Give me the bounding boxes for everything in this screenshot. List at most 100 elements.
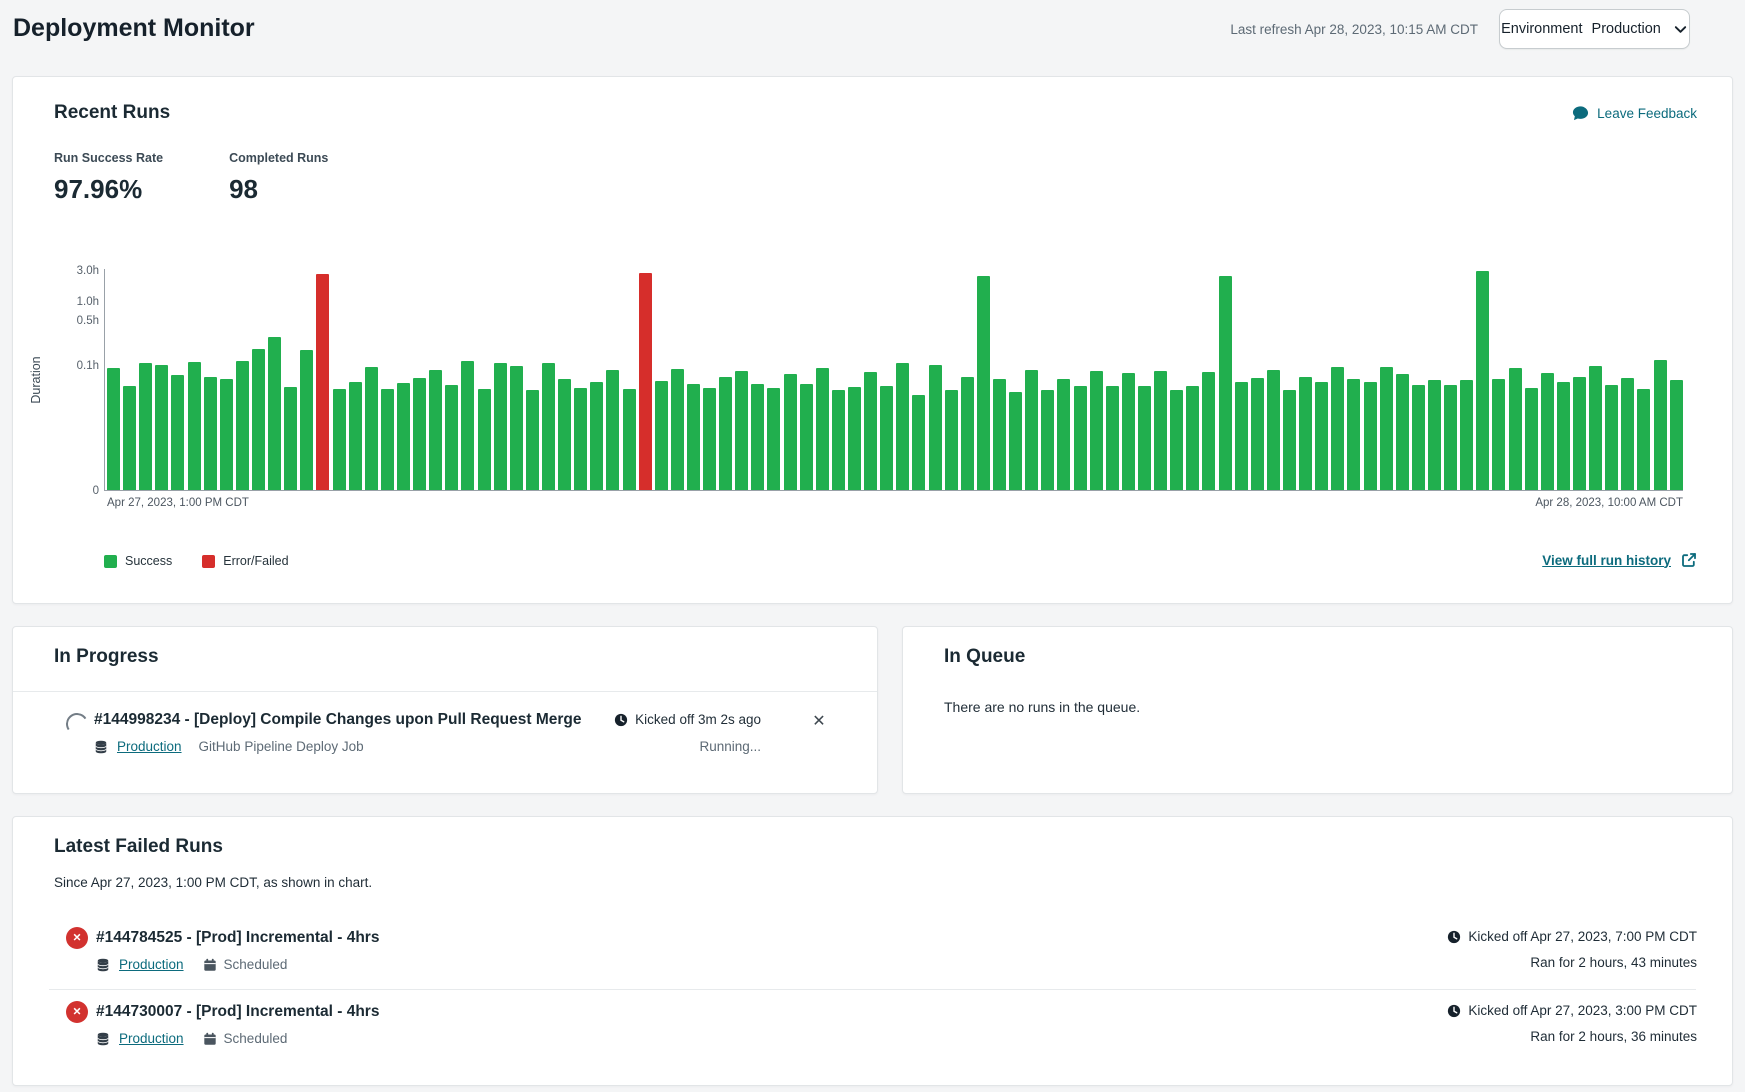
chart-bar (123, 386, 136, 490)
in-progress-run-name: #144998234 - [Deploy] Compile Changes up… (94, 711, 582, 729)
y-axis-label: Duration (29, 356, 43, 403)
chart-bar (1557, 382, 1570, 490)
chart-bar (816, 368, 829, 490)
chart-bar (1380, 367, 1393, 490)
environment-label: Environment (1501, 21, 1582, 37)
failed-x-icon: ✕ (66, 1001, 88, 1023)
chart-bar (365, 367, 378, 490)
environment-link[interactable]: Production (117, 739, 182, 754)
y-axis-tick: 0 (57, 485, 99, 497)
chart-bar (1621, 378, 1634, 490)
failed-runs-subtitle: Since Apr 27, 2023, 1:00 PM CDT, as show… (54, 875, 372, 890)
clock-icon (1447, 930, 1461, 944)
chart-bar (1541, 373, 1554, 490)
chart-bar (993, 379, 1006, 490)
chart-bar (1074, 386, 1087, 490)
chart-bar (526, 390, 539, 490)
chart-bar (1025, 370, 1038, 490)
spinner-icon (64, 711, 90, 737)
in-progress-card: In Progress #144998234 - [Deploy] Compil… (12, 626, 878, 794)
chart-bar (735, 371, 748, 490)
failed-x-icon: ✕ (66, 927, 88, 949)
leave-feedback-link[interactable]: Leave Feedback (1572, 105, 1697, 122)
chart-bar (1041, 390, 1054, 490)
recent-runs-card: Recent Runs Leave Feedback Run Success R… (12, 76, 1733, 604)
chart-bar (1364, 382, 1377, 490)
kicked-off-text: Kicked off Apr 27, 2023, 7:00 PM CDT (1468, 929, 1697, 944)
x-axis-end-label: Apr 28, 2023, 10:00 AM CDT (1535, 497, 1683, 509)
kicked-off-info: Kicked off Apr 27, 2023, 7:00 PM CDT (1447, 929, 1697, 944)
chart-bar (413, 378, 426, 490)
environment-selector[interactable]: Environment Production (1499, 9, 1690, 49)
failed-runs-title: Latest Failed Runs (54, 836, 223, 858)
run-stats: Run Success Rate 97.96% Completed Runs 9… (54, 151, 328, 205)
chart-bar (703, 388, 716, 490)
chart-bar (510, 366, 523, 490)
duration-chart: Duration Apr 27, 2023, 1:00 PM CDT Apr 2… (104, 269, 1683, 491)
chart-bar (687, 384, 700, 490)
y-axis-tick: 0.1h (57, 360, 99, 372)
chart-bar (1347, 379, 1360, 490)
chart-bar (252, 349, 265, 490)
chart-bar (445, 385, 458, 490)
chart-bar (139, 363, 152, 490)
chart-bar (1315, 382, 1328, 490)
chart-bar (1202, 372, 1215, 490)
environment-link[interactable]: Production (119, 957, 184, 972)
chart-bar (1637, 389, 1650, 490)
chart-bar (864, 372, 877, 490)
chart-bar (461, 361, 474, 490)
cancel-run-button[interactable]: ✕ (807, 709, 831, 733)
chart-bar (494, 363, 507, 490)
chart-bar (1460, 380, 1473, 490)
chart-bar (767, 388, 780, 490)
chart-bar (1573, 377, 1586, 490)
chevron-down-icon (1673, 22, 1688, 37)
chart-bar (1492, 379, 1505, 490)
recent-runs-title: Recent Runs (54, 102, 170, 124)
job-name: GitHub Pipeline Deploy Job (199, 739, 364, 754)
kicked-off-info: Kicked off 3m 2s ago (614, 712, 761, 727)
chart-legend: Success Error/Failed (104, 554, 289, 568)
run-status-text: Running... (699, 739, 761, 754)
trigger-type: Scheduled (224, 1031, 288, 1046)
calendar-icon (203, 958, 217, 972)
chart-bar (1235, 382, 1248, 490)
chart-bar (1283, 390, 1296, 490)
success-swatch-icon (104, 555, 117, 568)
chart-bar (1186, 386, 1199, 490)
chart-bar (1251, 378, 1264, 490)
kicked-off-text: Kicked off 3m 2s ago (635, 712, 761, 727)
chart-bar (155, 365, 168, 490)
trigger-type: Scheduled (224, 957, 288, 972)
legend-item-failed: Error/Failed (202, 554, 288, 568)
chart-bar (316, 274, 329, 490)
stat-label: Completed Runs (229, 151, 328, 165)
chart-bar (1106, 386, 1119, 490)
chart-bar (429, 370, 442, 490)
chart-bar (590, 382, 603, 490)
chart-bar (1589, 366, 1602, 490)
chart-bar (751, 384, 764, 490)
chart-bar (236, 361, 249, 490)
chart-bar (1412, 385, 1425, 490)
clock-icon (1447, 1004, 1461, 1018)
view-full-run-history-link[interactable]: View full run history (1542, 552, 1697, 568)
chart-bar (1138, 386, 1151, 490)
chart-bar (1219, 276, 1232, 490)
chart-bar (1444, 385, 1457, 490)
page-title: Deployment Monitor (13, 14, 255, 43)
chart-bar (542, 363, 555, 490)
chart-bar (961, 377, 974, 490)
chart-bar (912, 395, 925, 490)
chart-bar (880, 386, 893, 490)
chart-bar (381, 389, 394, 490)
environment-link[interactable]: Production (119, 1031, 184, 1046)
chart-bar (1605, 385, 1618, 490)
chart-bar (719, 377, 732, 490)
chart-bar (268, 337, 281, 490)
divider (13, 691, 877, 692)
chart-bar (1476, 271, 1489, 490)
chart-bar (1170, 390, 1183, 490)
chart-bar (349, 382, 362, 490)
